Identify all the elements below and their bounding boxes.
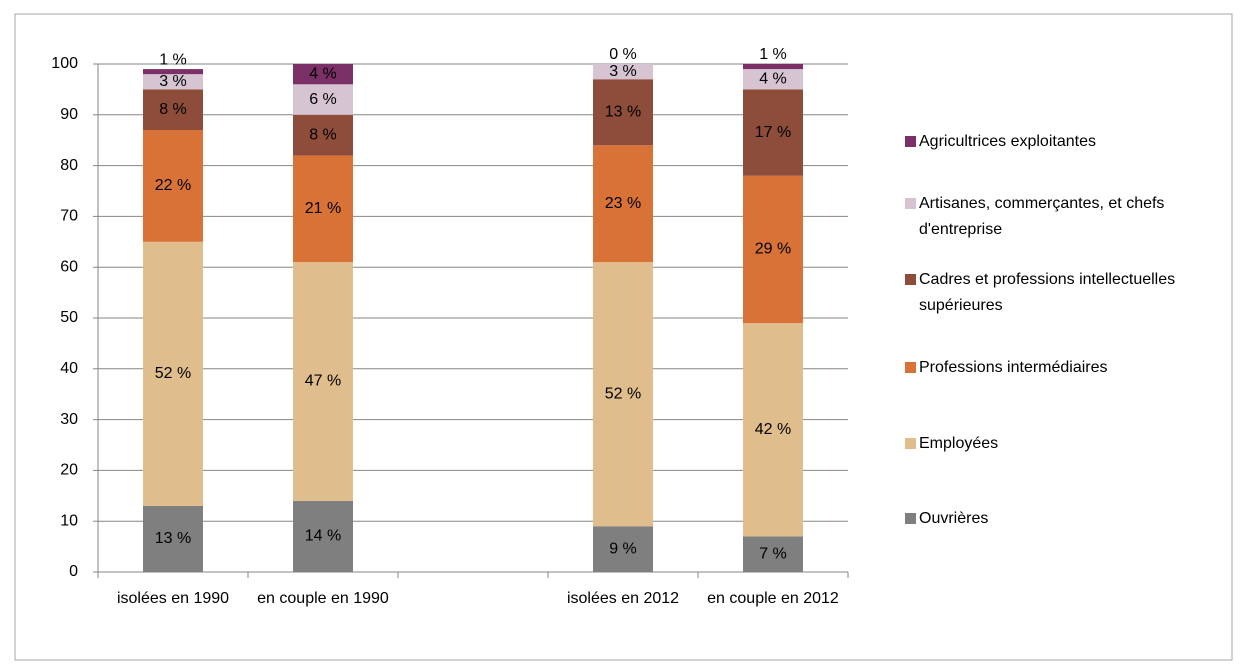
data-label: 29 % [755, 241, 791, 258]
y-tick-label: 20 [60, 462, 78, 479]
bar-segment [743, 536, 803, 572]
bar-segment [593, 526, 653, 572]
data-label: 14 % [305, 528, 341, 545]
bar-segment [293, 64, 353, 85]
bar-segment [293, 500, 353, 572]
bar-segment [743, 175, 803, 324]
bar-segment [143, 89, 203, 131]
data-label: 13 % [155, 530, 191, 547]
data-label: 6 % [309, 91, 337, 108]
data-label: 0 % [609, 46, 637, 63]
data-label: 52 % [605, 385, 641, 402]
data-label: 4 % [309, 65, 337, 82]
bar-segment [743, 89, 803, 176]
legend-swatch [905, 513, 916, 524]
y-tick-label: 10 [60, 512, 78, 529]
y-tick-label: 0 [69, 563, 78, 580]
bar-segment [593, 145, 653, 263]
y-tick-label: 50 [60, 309, 78, 326]
x-tick-label: isolées en 2012 [566, 590, 680, 607]
legend-item: Agricultrices exploitantes [905, 129, 1205, 155]
legend-item: Ouvrières [905, 506, 1205, 532]
bar-segment [293, 262, 353, 501]
bar-segment [143, 130, 203, 242]
legend-swatch [905, 136, 916, 147]
bar-segment [743, 64, 803, 70]
legend-item: Artisanes, commerçantes, et chefs d'entr… [905, 191, 1205, 243]
data-label: 13 % [605, 103, 641, 120]
bar-segment [593, 262, 653, 527]
bar-segment [143, 69, 203, 75]
data-label: 47 % [305, 373, 341, 390]
y-tick-label: 70 [60, 208, 78, 225]
bar-segment [593, 79, 653, 146]
x-tick-label: isolées en 1990 [116, 590, 230, 607]
bar-segment [143, 505, 203, 572]
bar-segment [743, 323, 803, 537]
data-label: 21 % [305, 200, 341, 217]
data-label: 42 % [755, 421, 791, 438]
legend-item: Employées [905, 431, 1205, 457]
legend-label: Artisanes, commerçantes, et chefs d'entr… [919, 195, 1165, 239]
legend-label: Employées [919, 434, 999, 452]
data-label: 1 % [159, 51, 187, 68]
y-tick-label: 90 [60, 106, 78, 123]
data-label: 4 % [759, 70, 787, 87]
legend-label: Agricultrices exploitantes [919, 133, 1096, 150]
y-tick-label: 80 [60, 157, 78, 174]
data-label: 22 % [155, 177, 191, 194]
legend-label: Ouvrières [919, 510, 989, 527]
legend-swatch [905, 198, 916, 210]
legend-swatch [905, 362, 916, 374]
legend-swatch [905, 437, 916, 449]
legend-label: Professions intermédiaires [919, 359, 1108, 377]
data-label: 23 % [605, 195, 641, 212]
legend-label: Cadres et professions intellectuelles su… [919, 270, 1176, 314]
chart-border [14, 13, 1233, 661]
data-label: 8 % [309, 126, 337, 143]
bar-segment [293, 114, 353, 156]
x-tick-label: en couple en 2012 [707, 590, 839, 607]
y-tick-label: 100 [51, 55, 78, 72]
legend-swatch [905, 273, 916, 285]
legend-item: Cadres et professions intellectuelles su… [905, 267, 1205, 319]
bar-segment [143, 241, 203, 506]
data-label: 7 % [759, 545, 787, 562]
bar-segment [743, 69, 803, 90]
data-label: 17 % [755, 124, 791, 141]
bar-segment [293, 84, 353, 115]
y-tick-label: 30 [60, 411, 78, 428]
data-label: 3 % [609, 63, 637, 80]
y-tick-label: 40 [60, 360, 78, 377]
data-label: 3 % [159, 73, 187, 90]
data-label: 52 % [155, 365, 191, 382]
data-label: 1 % [759, 46, 787, 63]
y-tick-label: 60 [60, 258, 78, 275]
bar-segment [593, 64, 653, 80]
x-tick-label: en couple en 1990 [257, 590, 389, 607]
data-label: 8 % [159, 101, 187, 118]
bar-segment [143, 74, 203, 90]
bar-segment [293, 155, 353, 263]
data-label: 9 % [609, 540, 637, 557]
legend-item: Professions intermédiaires [905, 355, 1205, 381]
